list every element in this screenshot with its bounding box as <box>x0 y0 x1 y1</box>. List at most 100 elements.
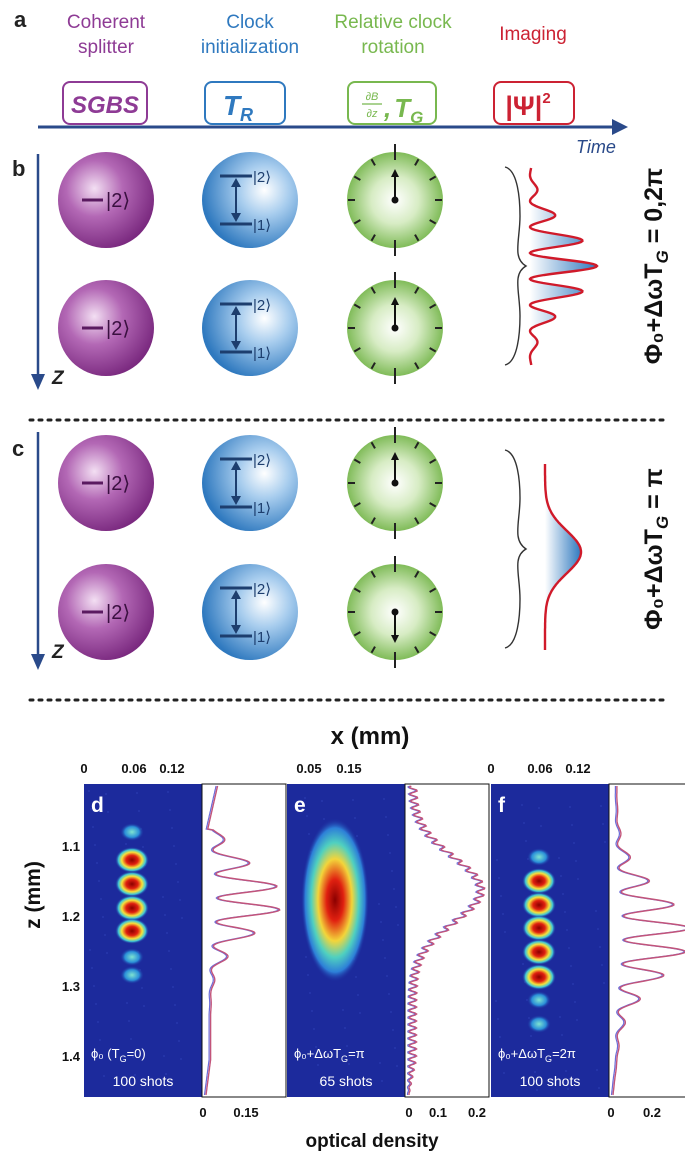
state-label: |2⟩ <box>253 581 271 598</box>
x-tick-label: 0 <box>487 761 494 776</box>
od-profile-box <box>608 783 685 1098</box>
clock-sphere <box>347 427 443 539</box>
coherent-splitter-sphere: |2⟩ <box>58 435 154 531</box>
fringe-spot <box>120 948 144 966</box>
stage-box <box>62 81 148 125</box>
svg-text:Φ₀+ΔωTG = 0,2π: Φ₀+ΔωTG = 0,2π <box>640 168 672 364</box>
panel-label: e <box>294 794 306 817</box>
clock-hand-icon <box>391 635 399 643</box>
absorption-panel-d: 0 0.06 0.12 d ϕ₀ (TG=0) 100 shots 0 0.15 <box>80 761 287 1120</box>
z-axis-title: z (mm) <box>22 861 45 929</box>
state-label: |1⟩ <box>253 345 271 362</box>
stage-imaging: Imaging |Ψ|2 <box>493 24 575 125</box>
stage-title-line2: splitter <box>78 37 135 58</box>
fringe-spot <box>522 868 556 894</box>
z-tick-label: 1.2 <box>62 909 80 924</box>
od-profile-data <box>612 786 685 1096</box>
clock-init-sphere: |2⟩ |1⟩ <box>202 152 298 248</box>
od-profile-fit <box>610 786 685 1096</box>
fringe-spot <box>115 918 149 944</box>
interference-profile-b <box>504 166 599 366</box>
fringe-spot <box>522 892 556 918</box>
state-row: |2⟩ |2⟩ |1⟩ <box>58 556 443 668</box>
stage-coherent-splitter: Coherent splitter SGBS <box>62 12 148 125</box>
coherent-splitter-sphere: |2⟩ <box>58 280 154 376</box>
caption-line1: ϕ₀ (TG=0) <box>91 1046 146 1064</box>
stage-box <box>204 81 286 125</box>
stage-title-line1: Relative clock <box>334 12 452 33</box>
stage-title-line1: Clock <box>226 12 274 33</box>
state-label: |2⟩ <box>106 318 130 340</box>
fringe-spot <box>527 1015 551 1033</box>
od-tick-label: 0.1 <box>429 1105 447 1120</box>
panel-label-c: c <box>12 436 24 461</box>
panel-label-b: b <box>12 156 25 181</box>
x-tick-label: 0.15 <box>336 761 361 776</box>
svg-text:Φ₀+ΔωTG = π: Φ₀+ΔωTG = π <box>640 468 672 630</box>
x-tick-label: 0.05 <box>296 761 321 776</box>
state-label: |1⟩ <box>253 629 271 646</box>
coherent-splitter-sphere: |2⟩ <box>58 152 154 248</box>
state-row: |2⟩ |2⟩ |1⟩ <box>58 427 443 539</box>
clock-hand-icon <box>391 297 399 305</box>
coherent-splitter-sphere: |2⟩ <box>58 564 154 660</box>
clock-sphere <box>347 144 443 256</box>
z-axis-c: Z <box>31 432 65 670</box>
stage-box <box>347 81 437 125</box>
stage-box-frac-bottom: ∂z <box>367 108 378 120</box>
absorption-image <box>491 784 609 1097</box>
state-label: |2⟩ <box>253 452 271 469</box>
stage-title-line2: initialization <box>201 37 299 58</box>
fringe-spot <box>527 991 551 1009</box>
fringe-spot <box>115 871 149 897</box>
od-tick-label: 0 <box>405 1105 412 1120</box>
clock-init-sphere: |2⟩ |1⟩ <box>202 435 298 531</box>
caption-line2: 65 shots <box>320 1073 373 1089</box>
fringe-spot <box>120 823 144 841</box>
time-label: Time <box>576 137 616 157</box>
stage-box-label: TR <box>223 90 253 125</box>
z-ticks: 1.1 1.2 1.3 1.4 <box>62 839 81 1064</box>
time-axis: Time <box>38 119 628 157</box>
clock-hand-icon <box>391 452 399 460</box>
state-label: |2⟩ <box>106 190 130 212</box>
gaussian-profile-c <box>504 449 583 650</box>
od-tick-label: 0 <box>199 1105 206 1120</box>
caption-line2: 100 shots <box>520 1073 581 1089</box>
od-axis-title: optical density <box>305 1131 438 1152</box>
state-label: |2⟩ <box>253 297 271 314</box>
clock-hand-icon <box>391 169 399 177</box>
z-tick-label: 1.3 <box>62 979 80 994</box>
state-label: |2⟩ <box>106 602 130 624</box>
z-label: Z <box>51 368 65 389</box>
fringe-spot <box>522 964 556 990</box>
stage-box <box>493 81 575 125</box>
state-label: |2⟩ <box>253 169 271 186</box>
stage-relative-clock-rotation: Relative clock rotation ∂B ∂z , TG <box>334 12 452 127</box>
x-axis-title: x (mm) <box>331 723 410 750</box>
state-label: |1⟩ <box>253 500 271 517</box>
z-axis-b: Z <box>31 154 65 390</box>
z-label: Z <box>51 642 65 663</box>
od-profile-data <box>408 785 486 1095</box>
stage-box-label: |Ψ|2 <box>505 90 550 121</box>
od-profile-box <box>201 783 287 1098</box>
state-row: |2⟩ |2⟩ |1⟩ <box>58 144 443 256</box>
x-tick-label: 0.06 <box>121 761 146 776</box>
x-tick-label: 0.06 <box>527 761 552 776</box>
fringe-spot <box>522 915 556 941</box>
atom-cloud <box>301 818 369 982</box>
x-tick-label: 0.12 <box>159 761 184 776</box>
state-row: |2⟩ |2⟩ |1⟩ <box>58 272 443 384</box>
x-tick-label: 0.12 <box>565 761 590 776</box>
fringe-spot <box>522 939 556 965</box>
clock-sphere <box>347 556 443 668</box>
caption-line2: 100 shots <box>113 1073 174 1089</box>
z-tick-label: 1.1 <box>62 839 80 854</box>
fringe-spot <box>527 848 551 866</box>
phase-label-b: Φ₀+ΔωTG = 0,2π <box>640 168 672 364</box>
z-tick-label: 1.4 <box>62 1049 81 1064</box>
fringe-spot <box>120 966 144 984</box>
fringe-spot <box>115 895 149 921</box>
